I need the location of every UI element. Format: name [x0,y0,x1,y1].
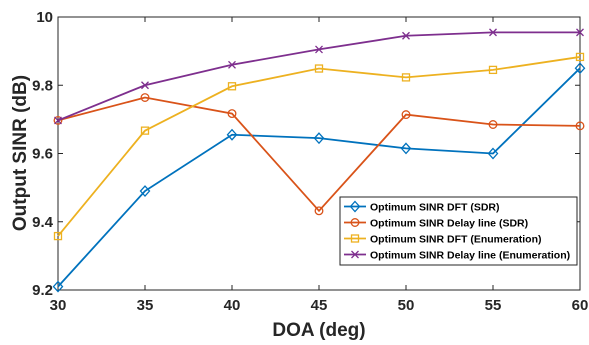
data-point [575,52,585,62]
data-point [141,81,149,90]
legend-label: Optimum SINR DFT (Enumeration) [370,234,542,246]
data-point [139,185,151,198]
data-point [402,31,410,40]
data-point [227,109,237,119]
data-point [315,45,323,54]
data-point [227,82,237,91]
data-point [52,280,64,293]
legend-entry: Optimum SINR Delay line (Enumeration) [344,250,570,262]
legend-entry: Optimum SINR Delay line (SDR) [344,218,528,230]
x-tick-label: 40 [224,297,241,314]
legend-swatch-marker [350,234,360,243]
series-layer [52,28,586,293]
legend-swatch-marker [351,250,359,259]
data-point [228,60,236,69]
data-point [226,128,238,141]
data-point [574,62,586,75]
tick-labels: 30 35 40 45 50 55 60 9.2 9.4 9.6 9.8 10 [32,9,588,314]
legend: Optimum SINR DFT (SDR) Optimum SINR Delay… [339,196,578,266]
series-1 [52,62,586,293]
data-point [140,126,150,135]
data-point [487,147,499,160]
data-point [488,120,498,129]
data-point [313,132,325,145]
x-tick-label: 30 [50,297,67,314]
y-tick-label: 9.8 [32,77,53,94]
x-tick-label: 50 [398,297,415,314]
y-tick-label: 9.4 [32,214,54,231]
data-point [576,28,584,37]
legend-swatch-marker [349,200,361,213]
x-tick-label: 45 [311,297,328,314]
x-tick-label: 60 [572,297,589,314]
series-2 [53,93,585,216]
data-point [53,115,63,125]
legend-entry: Optimum SINR DFT (Enumeration) [344,234,542,246]
series-line [57,56,581,237]
series-line [57,96,581,213]
data-point [400,142,412,155]
data-point [401,110,411,120]
data-point [54,116,62,125]
legend-label: Optimum SINR DFT (SDR) [370,202,500,214]
y-tick-label: 10 [36,9,53,26]
data-point [53,231,63,241]
legend-label: Optimum SINR Delay line (Enumeration) [370,250,570,262]
data-point [488,65,498,75]
series-4 [54,28,584,125]
x-tick-label: 35 [137,297,154,314]
y-tick-label: 9.6 [32,146,53,163]
x-axis-title: DOA (deg) [272,320,365,341]
legend-swatch-marker [350,218,360,227]
series-3 [53,52,585,241]
data-point [140,93,150,102]
legend-entry: Optimum SINR DFT (SDR) [344,200,500,214]
data-point [575,121,585,131]
data-point [489,28,497,37]
data-point [314,64,324,73]
data-point [314,206,324,216]
y-tick-label: 9.2 [32,282,53,299]
y-axis-title: Output SINR (dB) [10,75,31,231]
data-point [401,73,411,82]
legend-label: Optimum SINR Delay line (SDR) [370,218,528,230]
series-line [57,67,581,288]
legend-box [339,196,578,266]
x-tick-label: 55 [485,297,502,314]
